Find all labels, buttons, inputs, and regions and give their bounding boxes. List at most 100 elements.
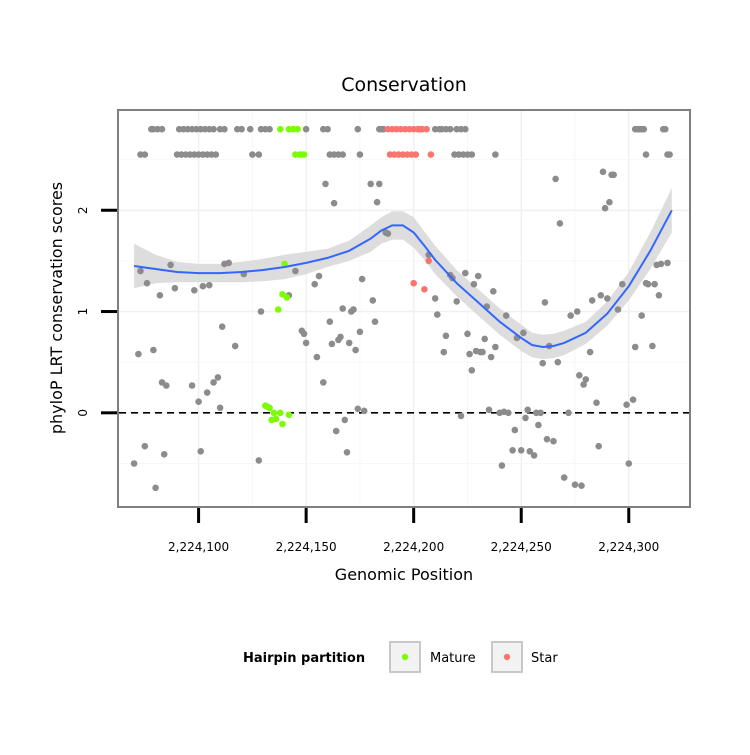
point-other <box>535 421 542 429</box>
point-star <box>425 257 433 265</box>
point-other <box>464 330 471 338</box>
y-axis: 0 1 2 <box>76 206 117 417</box>
point-other <box>657 260 665 268</box>
point-other <box>376 180 383 188</box>
point-other <box>588 297 596 304</box>
point-other <box>498 462 506 469</box>
point-other <box>141 442 149 450</box>
point-mature <box>281 260 288 268</box>
point-other <box>320 379 327 386</box>
point-other <box>160 451 168 458</box>
point-other <box>539 359 546 367</box>
point-other <box>666 151 673 158</box>
point-mature <box>283 294 291 301</box>
point-other <box>257 308 265 315</box>
x-tick-label: 2,224,150 <box>276 540 337 554</box>
point-other <box>354 405 362 413</box>
point-other <box>249 151 256 158</box>
point-other <box>578 482 585 490</box>
point-other <box>541 299 549 306</box>
point-other <box>468 151 476 158</box>
point-other <box>218 323 226 331</box>
legend-label-mature: Mature <box>430 651 476 666</box>
point-other <box>490 288 497 295</box>
point-other <box>210 125 217 133</box>
point-other <box>485 406 493 414</box>
point-other <box>442 332 450 340</box>
point-star <box>421 286 428 293</box>
point-other <box>552 175 559 183</box>
point-other <box>606 198 613 206</box>
point-other <box>137 267 144 275</box>
point-other <box>191 287 198 294</box>
point-other <box>163 382 170 389</box>
point-other <box>313 353 321 361</box>
point-other <box>511 426 519 434</box>
point-other <box>326 318 334 326</box>
point-other <box>197 448 204 455</box>
point-other <box>339 151 347 158</box>
point-other <box>238 125 245 133</box>
point-other <box>302 339 310 347</box>
point-other <box>266 125 273 133</box>
point-other <box>150 346 157 354</box>
legend-label-star: Star <box>531 651 558 666</box>
point-other <box>337 333 344 341</box>
x-tick-label: 2,224,250 <box>491 540 552 554</box>
point-other <box>604 295 611 302</box>
point-other <box>195 398 202 406</box>
point-other <box>582 376 590 383</box>
point-other <box>537 409 544 417</box>
point-other <box>453 298 461 305</box>
legend-marker-mature <box>401 653 409 661</box>
point-other <box>625 460 633 467</box>
point-other <box>384 230 392 237</box>
point-mature <box>279 420 286 428</box>
point-other <box>487 353 495 361</box>
point-other <box>255 457 263 464</box>
point-other <box>302 125 310 133</box>
point-mature <box>294 125 301 133</box>
point-mature <box>274 306 282 313</box>
point-other <box>354 125 362 133</box>
point-other <box>328 340 336 348</box>
point-other <box>593 399 600 407</box>
point-other <box>255 151 263 158</box>
point-other <box>188 382 196 389</box>
point-other <box>369 297 377 304</box>
point-other <box>225 259 232 267</box>
point-other <box>324 125 331 133</box>
point-other <box>216 404 224 412</box>
point-other <box>638 312 645 319</box>
point-other <box>610 171 617 179</box>
point-other <box>457 412 465 420</box>
y-tick-label: 2 <box>76 206 90 214</box>
point-other <box>631 343 639 351</box>
plot-panel-border <box>117 109 691 508</box>
point-other <box>509 447 516 454</box>
point-other <box>371 318 379 326</box>
point-other <box>651 280 658 288</box>
point-other <box>597 292 605 299</box>
point-other <box>556 220 564 227</box>
point-other <box>221 125 228 133</box>
smooth-trend-line <box>133 209 673 349</box>
point-mature <box>272 415 280 423</box>
x-tick-label: 2,224,200 <box>383 540 444 554</box>
point-other <box>599 168 607 176</box>
point-other <box>567 312 574 319</box>
point-other <box>152 484 159 492</box>
x-tick-label: 2,224,300 <box>598 540 659 554</box>
point-other <box>649 342 656 350</box>
point-other <box>522 414 529 422</box>
x-axis: 2,224,100 2,224,150 2,224,200 2,224,250 2,22… <box>168 508 659 554</box>
point-other <box>246 125 254 133</box>
point-other <box>356 328 364 336</box>
point-other <box>203 389 211 396</box>
point-other <box>655 292 663 299</box>
point-other <box>315 272 323 280</box>
point-other <box>358 275 366 283</box>
point-other <box>345 339 353 347</box>
point-other <box>373 198 381 206</box>
